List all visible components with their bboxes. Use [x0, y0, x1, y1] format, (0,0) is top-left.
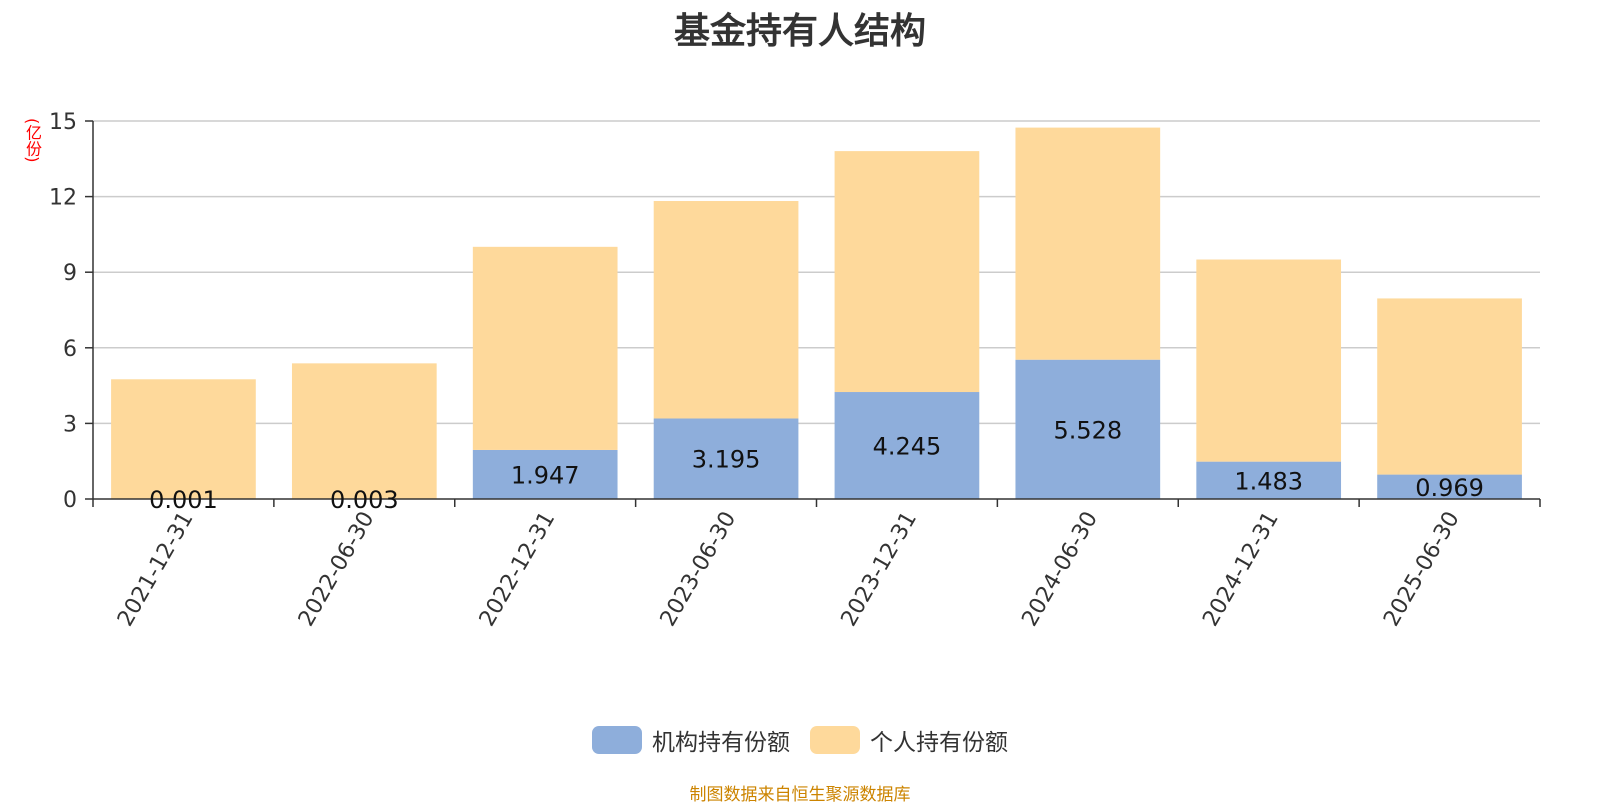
data-label-institutional: 1.947: [511, 461, 580, 489]
data-label-institutional: 5.528: [1053, 416, 1122, 444]
x-tick-label: 2023-12-31: [837, 508, 923, 631]
y-tick-label: 6: [63, 337, 77, 362]
y-tick-label: 3: [63, 412, 77, 437]
x-tick-label: 2025-06-30: [1379, 508, 1465, 631]
bars: [111, 128, 1522, 499]
data-label-institutional: 0.001: [149, 486, 218, 514]
legend-swatch-institutional: [592, 726, 642, 754]
legend-item-institutional[interactable]: 机构持有份额: [592, 723, 790, 757]
bar-individual: [1196, 260, 1341, 462]
bar-individual: [473, 247, 618, 450]
data-label-institutional: 3.195: [692, 446, 761, 474]
legend-item-individual[interactable]: 个人持有份额: [810, 723, 1008, 757]
legend-swatch-individual: [810, 726, 860, 754]
bar-individual: [111, 379, 256, 499]
data-label-institutional: 0.969: [1415, 474, 1484, 502]
source-note: 制图数据来自恒生聚源数据库: [0, 780, 1600, 805]
bar-individual: [292, 363, 437, 499]
x-tick-label: 2023-06-30: [656, 508, 742, 631]
legend-label-individual: 个人持有份额: [870, 723, 1008, 757]
x-tick-label: 2022-06-30: [294, 508, 380, 631]
x-tick-label: 2022-12-31: [475, 508, 561, 631]
y-tick-label: 12: [49, 186, 77, 211]
bar-individual: [1377, 298, 1522, 474]
y-tick-label: 9: [63, 261, 77, 286]
bar-individual: [1015, 128, 1160, 360]
x-tick-label: 2024-06-30: [1017, 508, 1103, 631]
x-tick-label: 2021-12-31: [113, 508, 199, 631]
data-label-institutional: 0.003: [330, 486, 399, 514]
bar-individual: [835, 151, 980, 392]
legend: 机构持有份额 个人持有份额: [0, 720, 1600, 760]
legend-label-institutional: 机构持有份额: [652, 723, 790, 757]
y-tick-label: 15: [49, 110, 77, 135]
data-label-institutional: 4.245: [873, 433, 942, 461]
bar-individual: [654, 201, 799, 418]
x-tick-label: 2024-12-31: [1198, 508, 1284, 631]
y-tick-label: 0: [63, 488, 77, 513]
data-label-institutional: 1.483: [1234, 467, 1303, 495]
